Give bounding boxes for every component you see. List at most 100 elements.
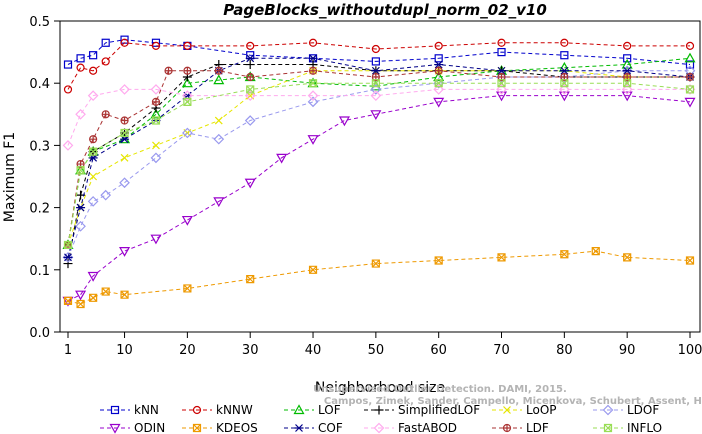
legend-marker <box>192 423 202 433</box>
legend-item-ldf: LDF <box>492 421 549 434</box>
data-point-knn <box>685 60 695 69</box>
legend-item-knnw: kNNW <box>182 403 253 417</box>
data-point-kdeos <box>63 296 73 305</box>
data-point-simplifiedlof <box>245 60 255 70</box>
data-point-inflo <box>63 240 73 250</box>
data-point-lof <box>181 77 193 88</box>
legend-item-simplifiedlof: SimplifiedLOF <box>364 403 480 417</box>
data-point-fastabod <box>87 90 99 101</box>
series-inflo <box>63 79 695 250</box>
legend-marker <box>109 423 121 434</box>
x-tick-label: 1 <box>64 343 72 358</box>
data-point-knn <box>76 54 85 63</box>
data-point-ldof <box>182 127 193 139</box>
series-line-simplifiedlof <box>67 64 690 264</box>
data-point-odin <box>558 91 570 102</box>
data-point-inflo <box>151 116 161 125</box>
data-point-odin <box>684 97 696 108</box>
data-point-cof <box>63 253 73 262</box>
data-point-ldof <box>75 220 86 232</box>
data-point-kdeos <box>101 287 110 296</box>
data-point-kdeos <box>371 259 380 268</box>
x-tick-label: 50 <box>368 343 385 358</box>
data-point-cof <box>308 54 318 63</box>
data-point-ldf <box>246 72 255 82</box>
data-point-ldf <box>101 110 110 119</box>
data-point-kdeos <box>497 253 506 262</box>
data-point-knnw <box>76 63 85 72</box>
data-point-inflo <box>497 79 506 88</box>
legend-marker <box>294 424 304 432</box>
x-tick-label: 90 <box>619 343 636 358</box>
legend-label: FastABOD <box>398 421 457 434</box>
data-point-loop <box>89 172 98 181</box>
y-tick-label: 0.4 <box>29 77 50 92</box>
data-point-odin <box>370 110 382 121</box>
legend-label: KDEOS <box>216 421 258 434</box>
legend-label: LoOP <box>526 403 557 417</box>
data-point-fastabod <box>433 84 445 95</box>
series-kdeos <box>63 247 695 309</box>
data-point-knnw <box>434 41 443 50</box>
data-point-ldf <box>164 66 173 75</box>
data-point-odin <box>307 135 319 145</box>
data-point-loop <box>152 141 160 150</box>
legend-marker <box>503 406 511 414</box>
data-point-kdeos <box>591 247 600 256</box>
data-point-inflo <box>371 79 380 88</box>
data-point-odin <box>119 247 131 257</box>
series-line-inflo <box>67 82 691 245</box>
y-tick-label: 0.0 <box>29 326 50 341</box>
data-point-kdeos <box>434 256 443 265</box>
legend-item-fastabod: FastABOD <box>364 421 457 434</box>
legend-item-loop: LoOP <box>492 403 557 417</box>
data-point-fastabod <box>182 90 193 101</box>
x-tick-label: 100 <box>678 343 702 358</box>
data-point-cof <box>76 203 86 212</box>
data-point-ldf <box>183 66 192 75</box>
data-point-odin <box>621 91 633 102</box>
legend-label: ODIN <box>134 421 165 434</box>
x-tick-label: 10 <box>116 343 133 358</box>
data-point-knn <box>151 38 161 47</box>
series-line-knnw <box>67 42 690 90</box>
data-point-ldof <box>244 115 256 126</box>
data-point-fastabod <box>62 140 74 151</box>
data-point-kdeos <box>623 253 632 262</box>
data-point-inflo <box>183 97 192 106</box>
data-point-cof <box>371 66 381 75</box>
data-point-ldof <box>100 189 112 201</box>
legend-marker <box>502 423 512 433</box>
plot-area <box>59 20 701 333</box>
series-line-fastabod <box>67 88 690 146</box>
data-point-knnw <box>623 41 632 50</box>
data-point-odin <box>433 97 445 108</box>
data-point-kdeos <box>246 275 255 284</box>
data-point-ldof <box>62 252 74 263</box>
data-point-knn <box>434 54 443 63</box>
series-line-ldf <box>67 70 690 245</box>
series-line-odin <box>67 95 691 302</box>
data-point-knn <box>101 38 110 47</box>
data-point-ldf <box>434 66 443 75</box>
data-point-inflo <box>560 79 569 88</box>
legend-label: INFLO <box>627 421 662 434</box>
watermark-line-1: Unsupervised Outlier Detection. DAMI, 20… <box>313 384 567 395</box>
data-point-ldf <box>151 97 161 106</box>
data-point-cof <box>622 66 632 75</box>
data-point-ldf <box>89 135 98 144</box>
data-point-inflo <box>89 147 98 156</box>
data-point-knnw <box>560 38 569 47</box>
legend-item-cof: COF <box>284 421 343 434</box>
data-point-knnw <box>89 66 98 75</box>
data-point-knnw <box>246 41 255 50</box>
legend-label: kNNW <box>216 403 253 417</box>
legend-marker <box>293 404 305 415</box>
data-point-inflo <box>120 128 129 138</box>
data-point-fastabod <box>244 90 256 101</box>
legend-item-kdeos: KDEOS <box>182 421 258 434</box>
series-knnw <box>63 38 695 94</box>
data-point-cof <box>559 66 569 75</box>
data-point-fastabod <box>370 90 382 101</box>
data-point-cof <box>497 66 507 75</box>
